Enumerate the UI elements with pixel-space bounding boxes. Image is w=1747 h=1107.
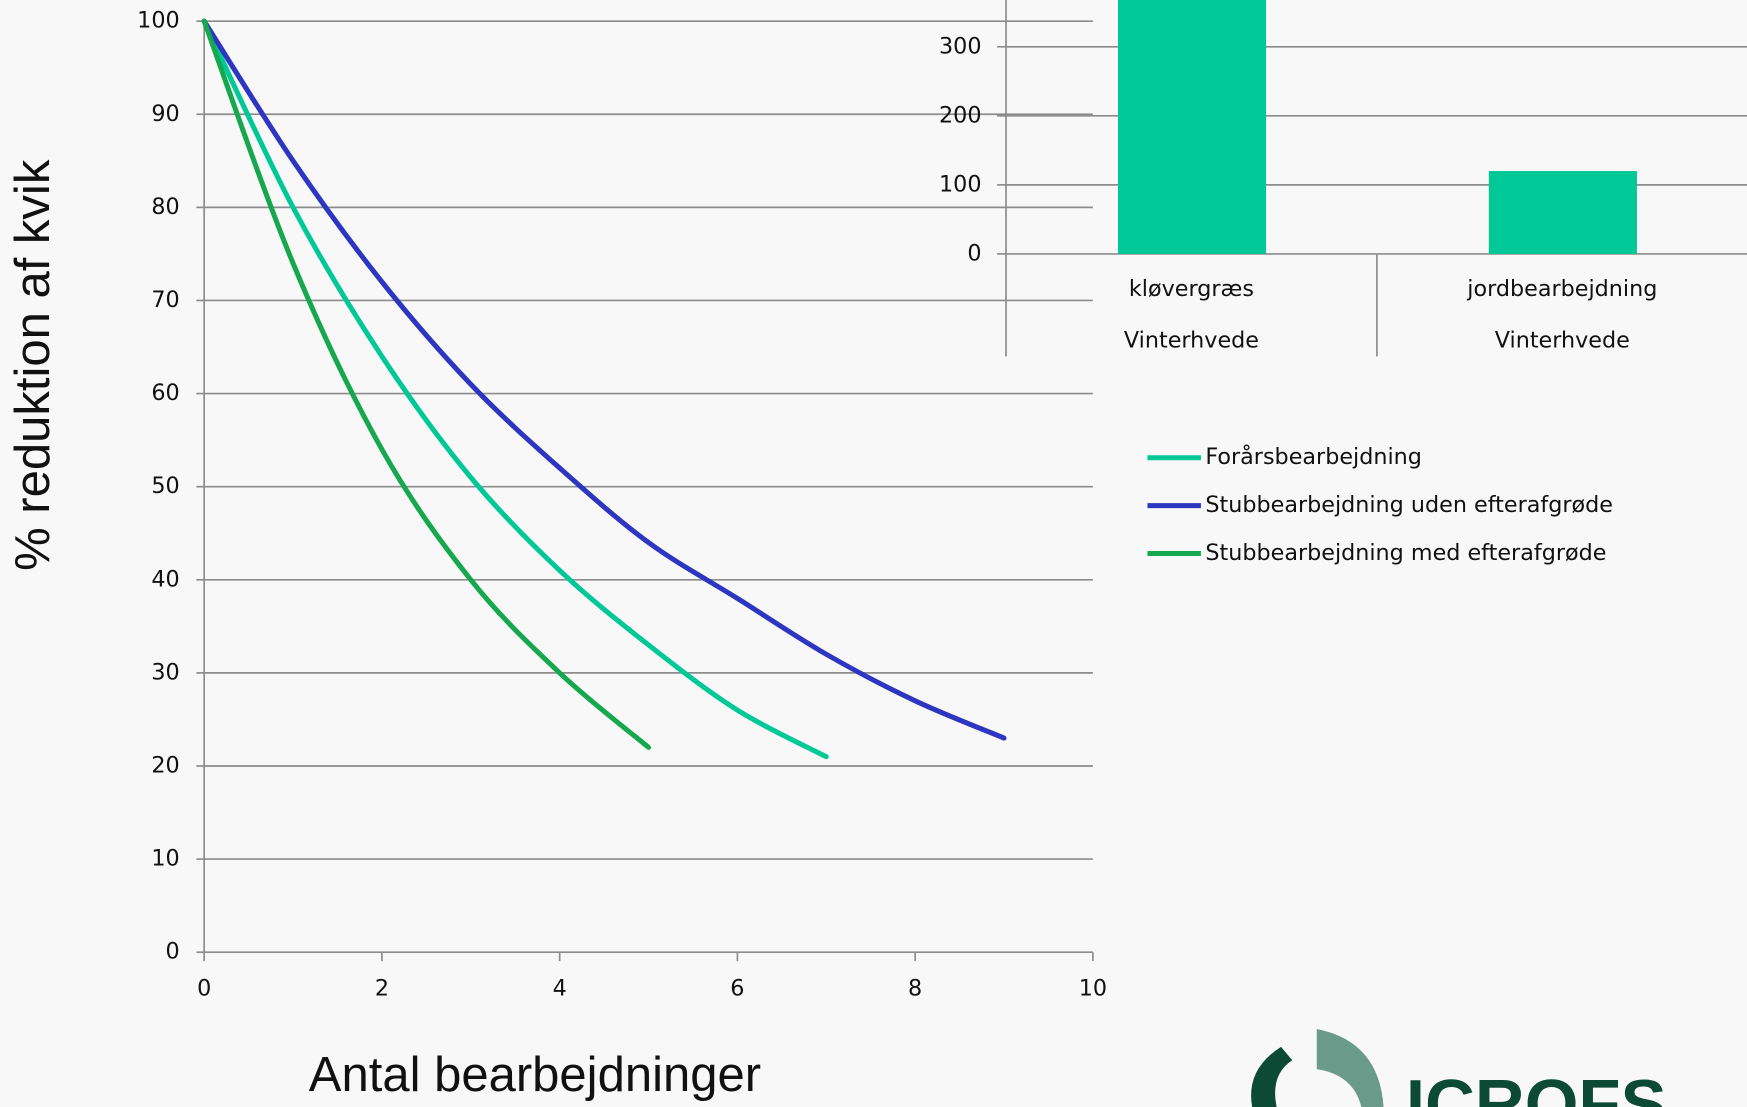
x-tick-label: 6 [730,975,744,1001]
x-tick-label: 10 [1079,975,1107,1001]
y-tick-label: 30 [151,659,179,685]
series-line [201,18,652,750]
series-line [201,18,1007,741]
logo: ICROFS [1251,1029,1667,1107]
legend-label: Forårsbearbejdning [1205,442,1422,470]
y-tick-label: 40 [151,566,179,592]
x-tick-label: 8 [908,975,922,1001]
y-tick-label: 50 [151,473,179,499]
x-tick-label: 0 [197,975,211,1001]
y-tick-label: 0 [166,939,180,965]
y-tick-label: 70 [151,287,179,313]
x-tick-label: 4 [553,975,567,1001]
y-tick-label: 60 [151,380,179,406]
bar [1488,171,1637,254]
y-tick-label: 0 [967,240,981,266]
group-label: Vinterhvede [1495,327,1630,353]
logo-leaf [1316,1029,1384,1107]
y-tick-label: 100 [137,8,180,34]
y-axis-title: % reduktion af kvik [6,159,60,571]
group-label: Vinterhvede [1124,327,1259,353]
x-tick-label: kløvergræs [1129,276,1254,302]
y-tick-label: 200 [939,102,982,128]
y-tick-label: 90 [151,101,179,127]
x-tick-label: 2 [375,975,389,1001]
logo-text: ICROFS [1406,1064,1667,1107]
logo-arc [1251,1046,1293,1107]
legend-label: Stubbearbejdning med efterafgrøde [1205,540,1606,566]
series-line [201,18,829,760]
y-tick-label: 80 [151,194,179,220]
y-tick-label: 100 [939,171,982,197]
y-tick-label: 10 [151,846,179,872]
y-tick-label: 300 [939,33,982,59]
bar-chart: 0 100 200 300 kløvergræs Vinterhvede jordbearb… [939,0,1747,357]
y-tick-label: 20 [151,752,179,778]
bar [1117,0,1267,254]
x-tick-label: jordbearbejdning [1466,276,1657,302]
legend-label: Stubbearbejdning uden efterafgrøde [1205,492,1613,518]
x-axis-title: Antal bearbejdninger [309,1048,761,1102]
